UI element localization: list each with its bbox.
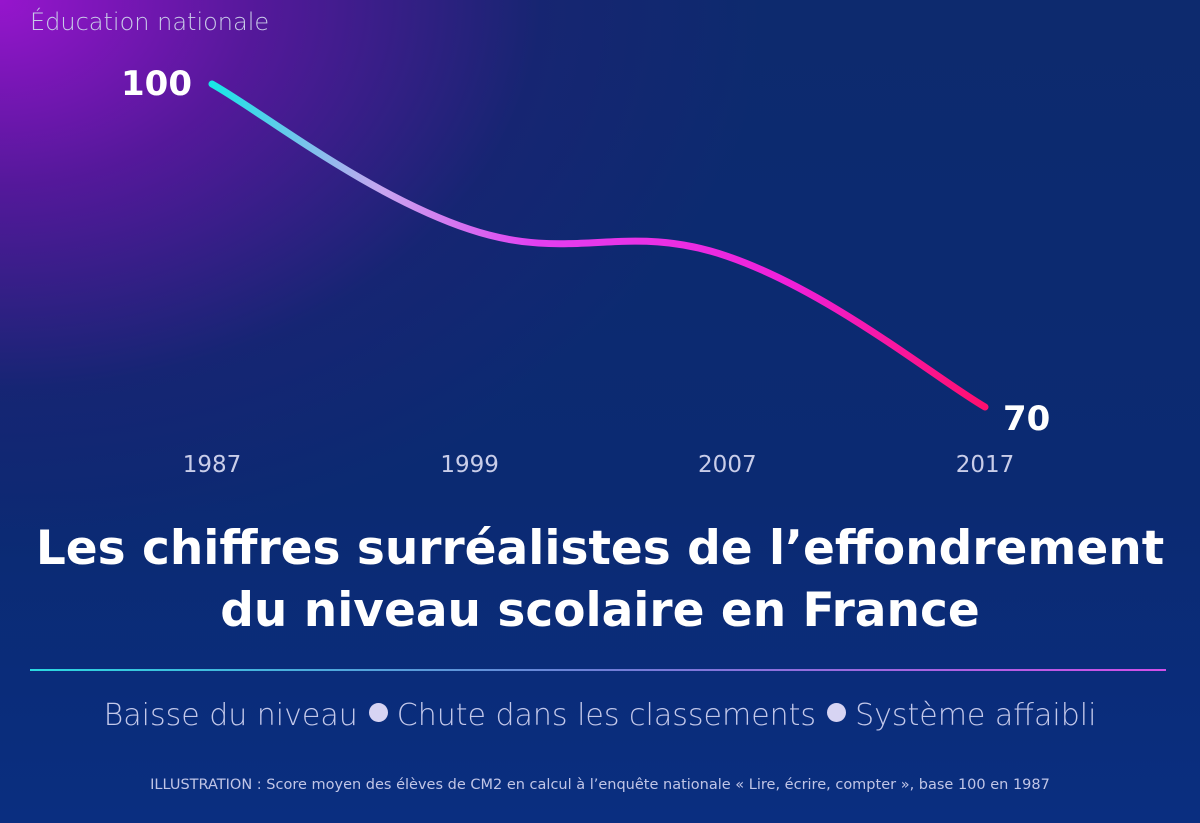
legend: Baisse du niveau Chute dans les classemen… — [0, 698, 1200, 733]
x-tick-label: 1987 — [183, 452, 242, 478]
x-tick-label: 2007 — [698, 452, 757, 478]
title-line-2: du niveau scolaire en France — [220, 583, 980, 638]
page-title: Les chiffres surréalistes de l’effondrem… — [0, 518, 1200, 642]
data-label: 100 — [121, 64, 192, 104]
divider — [30, 669, 1166, 671]
series-line — [208, 80, 989, 411]
legend-item: Chute dans les classements — [396, 698, 817, 733]
line-chart: 100 70 1987 1999 2007 2017 — [121, 64, 1050, 478]
legend-item: Système affaibli — [855, 698, 1097, 733]
caption: ILLUSTRATION : Score moyen des élèves de… — [150, 777, 1050, 793]
legend-item: Baisse du niveau — [103, 698, 358, 733]
x-tick-label: 1999 — [440, 452, 499, 478]
bullet-icon — [827, 703, 847, 722]
x-tick-label: 2017 — [956, 452, 1015, 478]
data-label: 70 — [1003, 399, 1050, 439]
source-label: Éducation nationale — [30, 8, 270, 36]
bullet-icon — [368, 703, 388, 722]
title-line-1: Les chiffres surréalistes de l’effondrem… — [35, 521, 1165, 576]
